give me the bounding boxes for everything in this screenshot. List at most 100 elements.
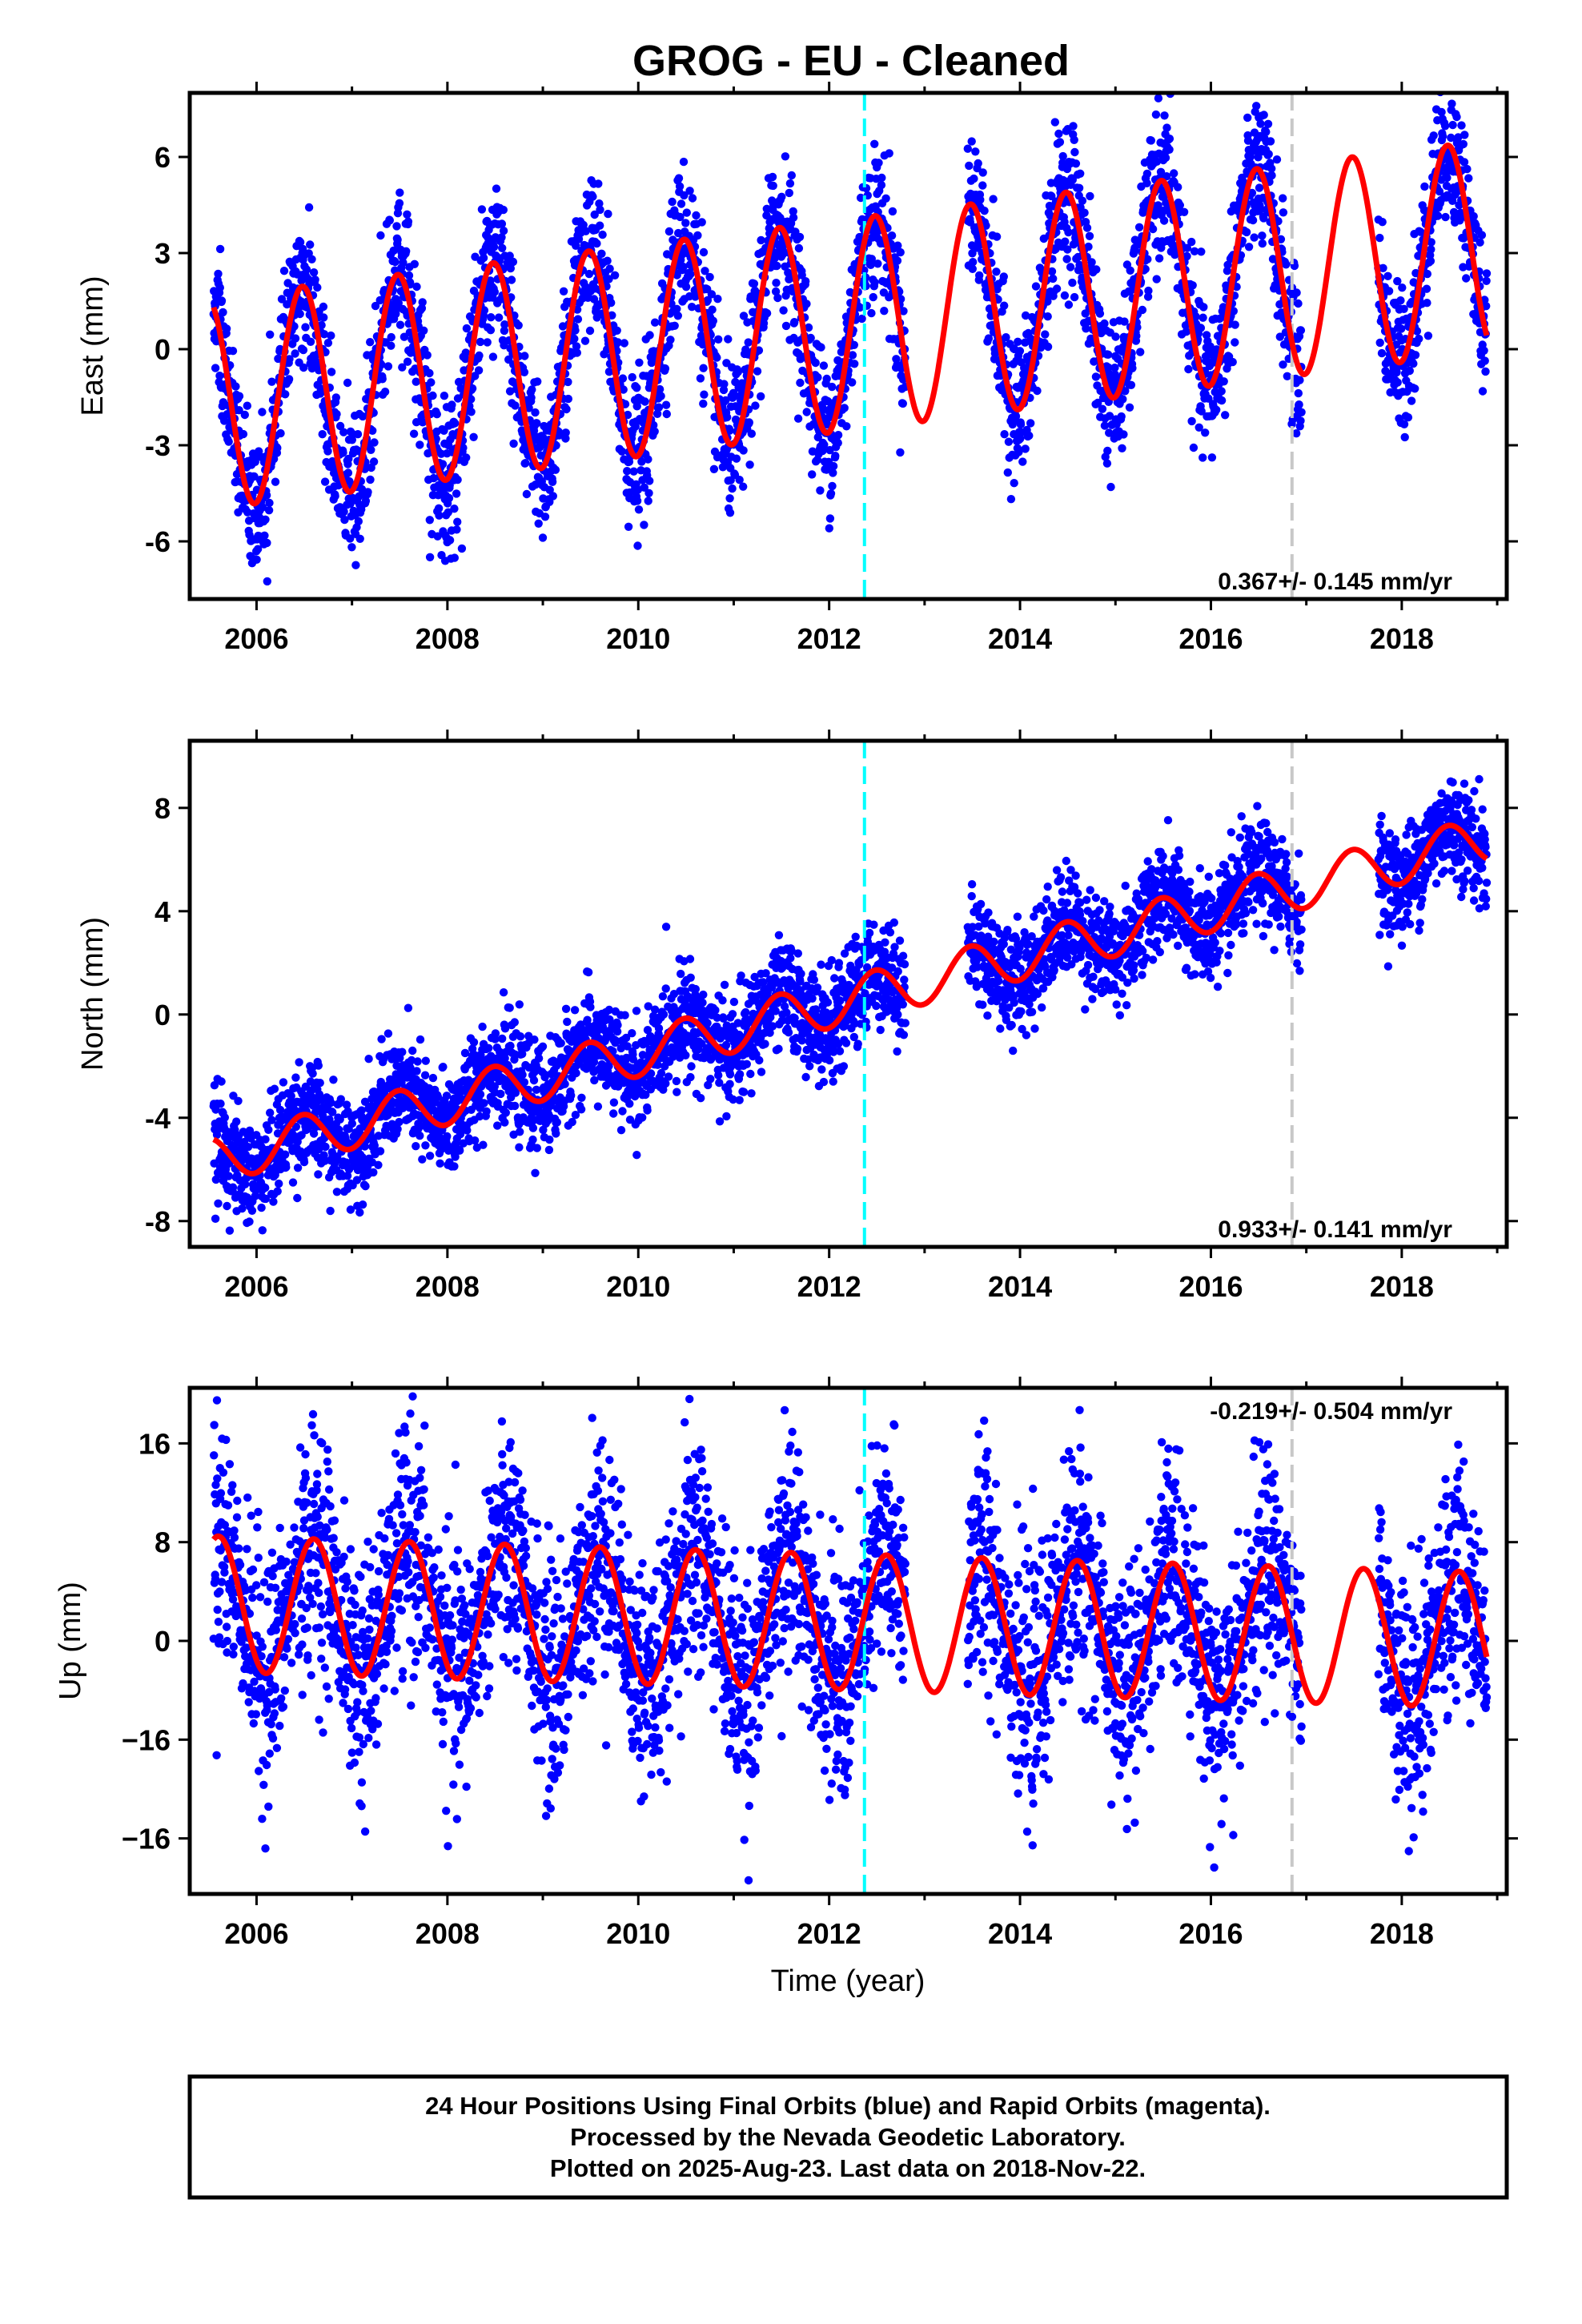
data-point	[480, 306, 489, 315]
data-point	[1182, 328, 1191, 336]
data-point	[291, 1073, 300, 1082]
data-point	[314, 1170, 323, 1179]
data-point	[971, 147, 980, 156]
data-point	[595, 199, 604, 208]
data-point	[1046, 179, 1056, 187]
data-point	[258, 408, 267, 416]
data-point	[476, 1112, 484, 1121]
data-point	[1263, 119, 1273, 128]
data-point	[510, 1018, 519, 1027]
data-point	[306, 240, 315, 249]
data-point	[604, 275, 613, 283]
data-point	[829, 461, 838, 471]
data-point	[1019, 376, 1028, 385]
data-point	[215, 372, 224, 380]
data-point	[974, 159, 982, 168]
data-point	[563, 1017, 572, 1027]
data-point	[389, 246, 398, 255]
data-point	[1156, 167, 1166, 176]
data-point	[721, 396, 730, 405]
data-point	[793, 414, 803, 423]
data-point	[1043, 342, 1053, 352]
data-point	[475, 351, 484, 360]
data-point	[1242, 227, 1251, 237]
data-point	[500, 326, 509, 336]
data-point	[387, 341, 396, 350]
data-point	[896, 247, 905, 257]
data-point	[220, 1113, 229, 1122]
data-point	[686, 270, 695, 279]
data-point	[661, 400, 671, 409]
data-point	[239, 429, 248, 439]
data-point	[474, 366, 484, 375]
data-point	[572, 241, 580, 250]
data-point	[302, 265, 311, 274]
data-point	[673, 271, 681, 279]
data-point	[754, 346, 764, 355]
data-point	[291, 349, 299, 358]
data-point	[1248, 215, 1258, 225]
data-point	[1416, 227, 1425, 236]
data-point	[1148, 224, 1158, 234]
data-point	[577, 1093, 586, 1103]
data-point	[1396, 296, 1405, 305]
data-point	[1002, 333, 1010, 342]
data-point	[342, 1100, 351, 1109]
data-point	[709, 464, 719, 473]
data-point	[1476, 238, 1484, 247]
data-point	[1187, 237, 1196, 247]
data-point	[412, 1142, 420, 1151]
data-point	[488, 352, 498, 361]
data-point	[368, 426, 377, 435]
data-point	[1047, 267, 1057, 276]
data-point	[393, 1124, 402, 1134]
data-point	[355, 1208, 364, 1217]
data-point	[1415, 334, 1423, 344]
data-point	[624, 522, 633, 531]
data-point	[588, 192, 597, 201]
data-point	[1133, 323, 1142, 332]
data-point	[331, 492, 339, 501]
data-point	[1197, 407, 1206, 416]
data-point	[1294, 388, 1303, 398]
data-point	[394, 299, 403, 308]
data-point	[1152, 275, 1161, 283]
data-point	[253, 545, 263, 553]
data-point	[363, 488, 372, 497]
data-point	[395, 199, 404, 207]
data-point	[1033, 386, 1042, 396]
data-point	[266, 330, 275, 339]
data-point	[968, 264, 978, 273]
data-point	[1477, 231, 1487, 239]
data-point	[314, 1061, 323, 1070]
data-point	[1100, 421, 1110, 430]
data-point	[1143, 255, 1152, 263]
data-point	[681, 219, 690, 227]
data-point	[1071, 159, 1081, 168]
data-point	[461, 348, 470, 357]
data-point	[1195, 423, 1203, 432]
data-point	[211, 1175, 220, 1184]
data-point	[613, 338, 623, 347]
data-point	[896, 448, 905, 457]
data-point	[779, 247, 788, 255]
data-point	[831, 452, 840, 460]
data-point	[499, 988, 508, 997]
data-point	[1061, 237, 1070, 246]
data-point	[607, 298, 616, 308]
data-point	[1384, 287, 1394, 296]
data-point	[492, 184, 501, 193]
data-point	[1146, 136, 1156, 145]
data-point	[1383, 271, 1392, 280]
data-point	[515, 1000, 524, 1009]
data-point	[1119, 430, 1128, 439]
data-point	[1199, 303, 1208, 312]
data-point	[1266, 137, 1275, 146]
data-point	[572, 1068, 580, 1078]
data-point	[528, 385, 536, 394]
x-tick-label: 2008	[416, 622, 480, 655]
data-point	[753, 367, 762, 376]
data-point	[404, 217, 413, 226]
data-point	[500, 1054, 509, 1063]
data-point	[1279, 208, 1288, 217]
